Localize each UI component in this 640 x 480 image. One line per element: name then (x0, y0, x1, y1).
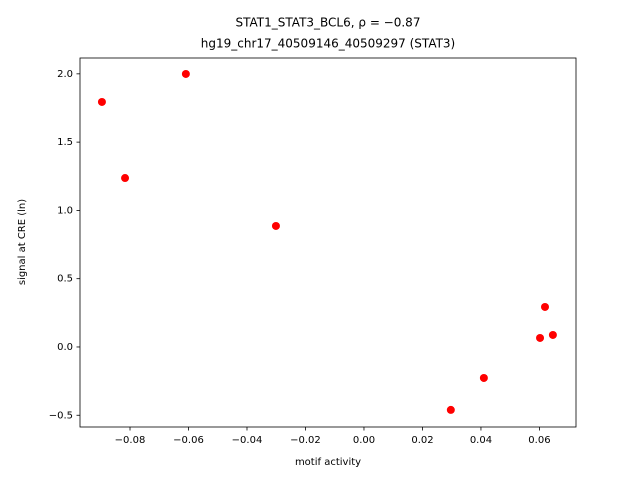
y-tick-label: 0.5 (57, 274, 73, 285)
point (97, 97, 106, 106)
x-tick-label: −0.04 (232, 435, 263, 446)
x-tick-label: −0.06 (173, 435, 204, 446)
plot-frame (79, 57, 577, 428)
x-tick-label: −0.08 (115, 435, 146, 446)
x-tick-label: 0.04 (470, 435, 492, 446)
y-tick-label: −0.5 (49, 410, 73, 421)
x-tick-label: 0.06 (528, 435, 550, 446)
y-tick-label: 1.0 (57, 205, 73, 216)
chart-title: STAT1_STAT3_BCL6, ρ = −0.87 (236, 16, 421, 30)
x-axis-label: motif activity (295, 457, 361, 468)
y-tick-label: 1.5 (57, 137, 73, 148)
y-tick-label: 0.0 (57, 342, 73, 353)
chart-subtitle: hg19_chr17_40509146_40509297 (STAT3) (201, 37, 456, 51)
x-tick-label: 0.02 (411, 435, 433, 446)
x-tick-label: −0.02 (290, 435, 321, 446)
x-tick-label: 0.00 (353, 435, 375, 446)
point (271, 221, 280, 230)
point (479, 373, 488, 382)
point (548, 330, 557, 339)
point (541, 302, 549, 311)
point (181, 69, 190, 78)
y-tick-label: 2.0 (57, 69, 73, 80)
point (446, 405, 455, 414)
point (121, 174, 130, 183)
y-axis-label: signal at CRE (ln) (17, 199, 28, 285)
point (536, 333, 545, 342)
